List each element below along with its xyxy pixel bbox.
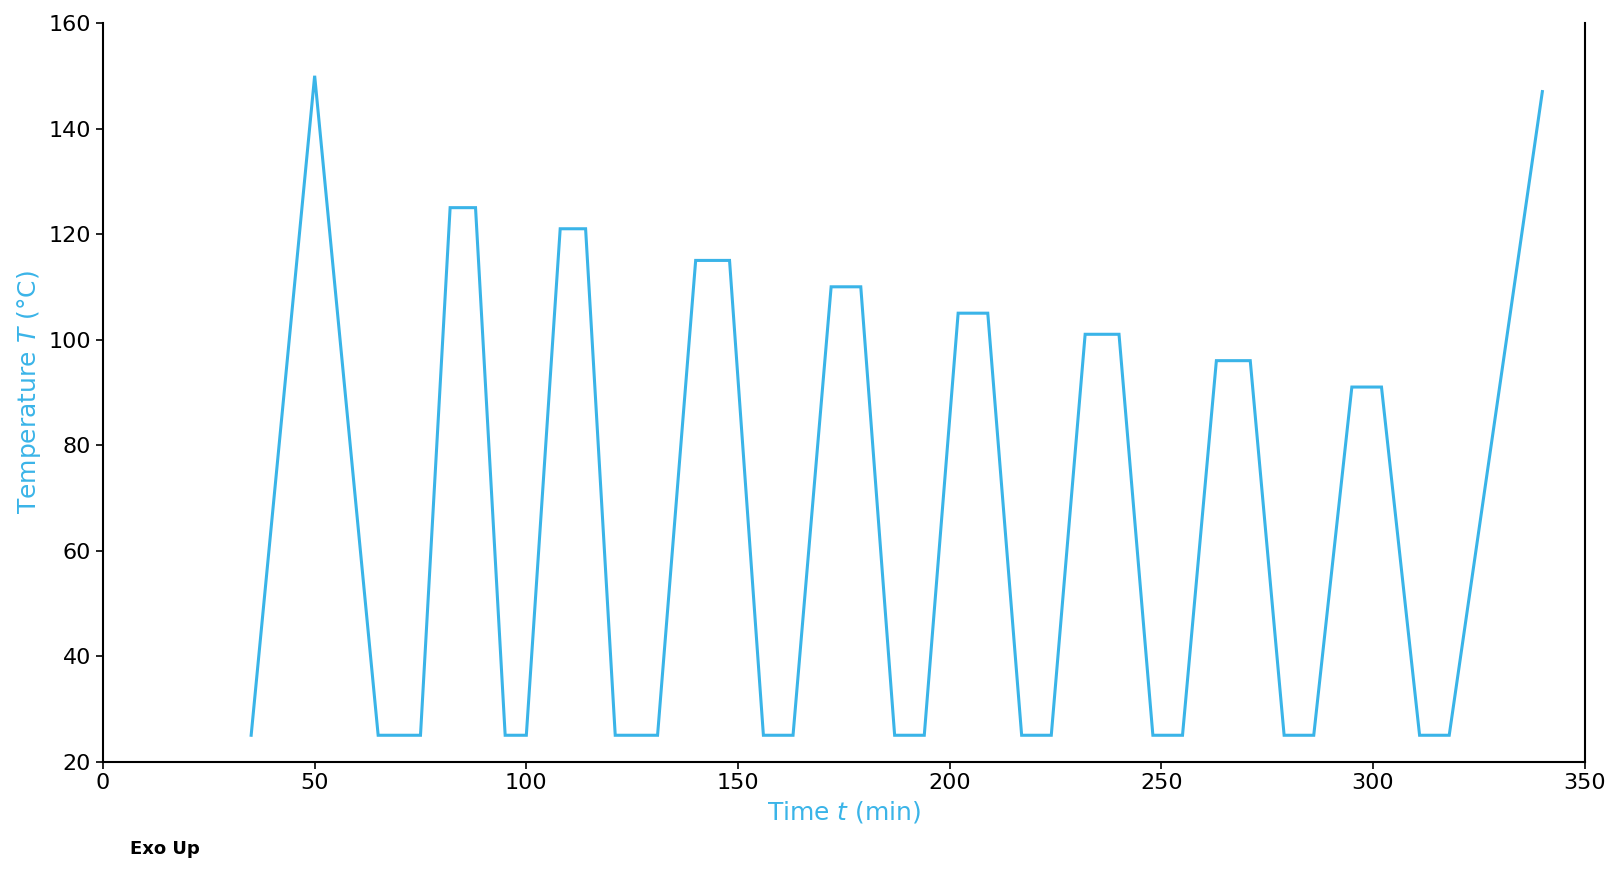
X-axis label: Time $t$ (min): Time $t$ (min) xyxy=(767,799,921,825)
Y-axis label: Temperature $T$ (°C): Temperature $T$ (°C) xyxy=(15,270,44,514)
Text: Exo Up: Exo Up xyxy=(130,839,199,858)
